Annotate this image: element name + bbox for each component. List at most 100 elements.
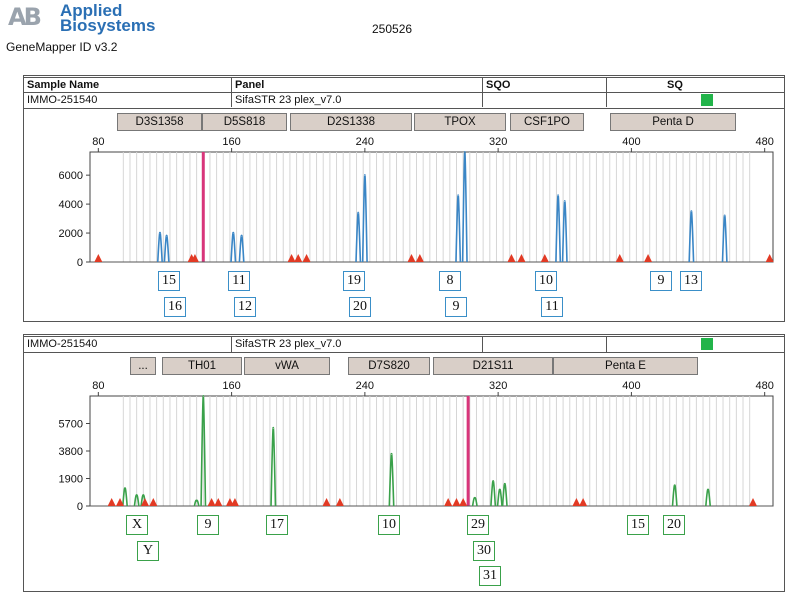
locus-th01[interactable]: TH01: [162, 357, 242, 375]
locus-vwa[interactable]: vWA: [244, 357, 330, 375]
peak: [355, 211, 362, 263]
allele-call[interactable]: 10: [535, 271, 557, 291]
allele-call[interactable]: 9: [445, 297, 467, 317]
peak: [455, 194, 462, 263]
sq-indicator: [701, 338, 713, 350]
peak: [200, 395, 207, 507]
peak: [193, 499, 200, 507]
allele-call[interactable]: 12: [234, 297, 256, 317]
size-standard-marker: [459, 498, 468, 506]
allele-call[interactable]: 31: [479, 566, 501, 586]
allele-call[interactable]: 19: [343, 271, 365, 291]
locus-csf1po[interactable]: CSF1PO: [510, 113, 584, 131]
x-tick-label: 80: [92, 380, 104, 392]
x-tick-label: 400: [622, 380, 640, 392]
allele-call[interactable]: 17: [266, 515, 288, 535]
size-standard-marker: [540, 254, 549, 262]
size-standard-marker: [302, 254, 311, 262]
x-tick-label: 160: [222, 380, 240, 392]
peak: [561, 200, 568, 263]
peak: [156, 231, 163, 263]
x-tick-label: 240: [356, 380, 374, 392]
sample-info-table-2: IMMO-251540 SifaSTR 23 plex_v7.0: [23, 336, 785, 353]
peak: [238, 234, 245, 263]
x-tick-label: 480: [755, 136, 773, 148]
size-standard-marker: [749, 498, 758, 506]
size-standard-marker: [322, 498, 331, 506]
y-tick-label: 5700: [59, 419, 83, 431]
locus-penta-d[interactable]: Penta D: [610, 113, 736, 131]
electropherogram-blue: 80 160 240 320 400 480 0 2000 4000 6000: [59, 136, 774, 269]
sample-name-value: IMMO-251540: [24, 337, 232, 352]
allele-call[interactable]: 13: [680, 271, 702, 291]
x-tick-label: 480: [755, 380, 773, 392]
allele-call[interactable]: 29: [467, 515, 489, 535]
allele-call[interactable]: 9: [650, 271, 672, 291]
allele-call[interactable]: 15: [158, 271, 180, 291]
locus-tpox[interactable]: TPOX: [414, 113, 506, 131]
allele-call[interactable]: 10: [378, 515, 400, 535]
size-standard-marker: [140, 498, 149, 506]
locus-more[interactable]: ...: [130, 357, 156, 375]
y-tick-label: 1900: [59, 474, 83, 486]
allele-call[interactable]: X: [126, 515, 148, 535]
allele-call[interactable]: 30: [473, 541, 495, 561]
panel-2-frame: [23, 334, 785, 592]
peak: [361, 174, 368, 263]
y-tick-label: 2000: [59, 228, 83, 240]
peak: [688, 210, 695, 263]
size-standard-marker: [444, 498, 453, 506]
size-standard-marker: [407, 254, 416, 262]
allele-call[interactable]: 20: [663, 515, 685, 535]
size-standard-marker: [287, 254, 296, 262]
locus-d21s11[interactable]: D21S11: [433, 357, 553, 375]
peak: [555, 194, 562, 263]
allele-call[interactable]: 11: [228, 271, 250, 291]
x-tick-label: 240: [356, 136, 374, 148]
locus-penta-e[interactable]: Penta E: [553, 357, 698, 375]
locus-d5s818[interactable]: D5S818: [202, 113, 287, 131]
peak: [496, 488, 503, 507]
size-standard-marker: [765, 254, 774, 262]
x-tick-label: 400: [622, 136, 640, 148]
allele-call[interactable]: 8: [439, 271, 461, 291]
allele-call[interactable]: 11: [541, 297, 563, 317]
size-standard-marker: [507, 254, 516, 262]
sq-indicator: [701, 94, 713, 106]
size-standard-marker: [107, 498, 116, 506]
allele-call[interactable]: 9: [197, 515, 219, 535]
peak: [471, 496, 478, 507]
sqo-value: [483, 93, 607, 107]
allele-call[interactable]: 15: [627, 515, 649, 535]
app-name: GeneMapper ID v3.2: [6, 40, 118, 54]
allele-call[interactable]: 16: [164, 297, 186, 317]
y-tick-label: 6000: [59, 170, 83, 182]
sqo-value: [483, 337, 607, 352]
logo-line-1: Applied: [60, 1, 123, 20]
locus-d2s1338[interactable]: D2S1338: [290, 113, 412, 131]
y-tick-label: 4000: [59, 199, 83, 211]
panel-1-frame: [23, 75, 785, 322]
x-tick-label: 160: [222, 136, 240, 148]
panel-name-value: SifaSTR 23 plex_v7.0: [232, 93, 483, 107]
peak: [705, 488, 712, 507]
locus-d7s820[interactable]: D7S820: [348, 357, 430, 375]
size-standard-marker: [452, 498, 461, 506]
header-panel: Panel: [232, 78, 483, 92]
size-standard-marker: [335, 498, 344, 506]
size-standard-marker: [572, 498, 581, 506]
x-tick-label: 320: [489, 136, 507, 148]
allele-call[interactable]: 20: [349, 297, 371, 317]
size-standard-marker: [644, 254, 653, 262]
size-standard-marker: [207, 498, 216, 506]
locus-d3s1358[interactable]: D3S1358: [117, 113, 202, 131]
peak: [490, 480, 497, 507]
applied-biosystems-logo: Applied Biosystems: [60, 1, 155, 34]
size-standard-marker: [517, 254, 526, 262]
allele-call[interactable]: Y: [137, 541, 159, 561]
peak: [270, 427, 277, 507]
run-id: 250526: [372, 22, 413, 36]
peak: [163, 234, 170, 263]
peak: [388, 453, 395, 507]
plot-frame: [89, 395, 774, 507]
